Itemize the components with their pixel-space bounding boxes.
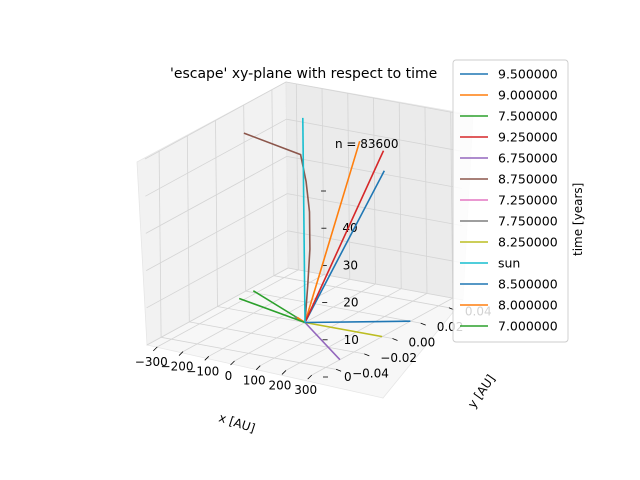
x-gridline-back (424, 107, 428, 294)
y-gridline-left (271, 89, 275, 276)
y-gridline-left (158, 151, 162, 338)
z-axis-label: time [years] (571, 183, 585, 256)
legend-label: 7.250000 (498, 193, 558, 208)
x-gridline-back (398, 102, 402, 289)
z-tick-label: 20 (343, 296, 358, 310)
legend-label: 6.750000 (498, 151, 558, 166)
y-tick-mark (335, 368, 342, 372)
legend-label: 8.750000 (498, 172, 558, 187)
z-gridline-left (144, 81, 287, 160)
x-tick-label: 200 (269, 378, 292, 392)
x-tick-label: −100 (186, 364, 219, 378)
x-tick-mark (255, 365, 261, 370)
z-gridline-back (285, 81, 462, 115)
legend-frame (452, 59, 569, 343)
grid (144, 81, 464, 376)
x-tick-label: −300 (135, 355, 168, 369)
z-gridline-back (287, 193, 463, 226)
y-gridline-left (243, 105, 247, 292)
x-gridline-back (347, 93, 351, 280)
series-line-9.000000 (304, 140, 361, 323)
x-tick-mark (153, 346, 158, 352)
legend-label: 9.500000 (498, 67, 558, 82)
series-lines (238, 117, 411, 361)
x-tick-mark (230, 360, 235, 366)
legend-label: 7.500000 (498, 109, 558, 124)
legend-label: 8.000000 (498, 298, 558, 313)
z-tick-label: 0 (344, 370, 352, 384)
series-line-7.000000 (238, 297, 306, 324)
legend-label: 7.000000 (498, 319, 558, 334)
y-gridline-floor (161, 336, 337, 370)
x-tick-label: −200 (161, 360, 194, 374)
chart-title: 'escape' xy-plane with respect to time (170, 66, 437, 82)
series-line-8.500000 (304, 320, 411, 324)
y-tick-label: −0.04 (352, 366, 389, 380)
z-gridline-left (146, 230, 288, 309)
series-line-sun (302, 117, 306, 323)
x-tick-label: 0 (225, 369, 233, 383)
x-tick-label: 100 (243, 374, 266, 388)
chart-annotation: n = 83600 (335, 137, 398, 151)
y-tick-label: 0.00 (409, 336, 436, 350)
z-tick-label: 30 (343, 258, 358, 272)
y-tick-mark (392, 338, 398, 341)
x-gridline-back (295, 83, 299, 270)
z-gridline-left (145, 118, 287, 197)
legend-label: 8.250000 (498, 235, 558, 250)
series-line-9.250000 (304, 150, 385, 323)
legend-label: 9.000000 (498, 88, 558, 103)
legend-label: 7.750000 (498, 214, 558, 229)
legend: 9.500000 9.000000 7.500000 9.250000 6.750000… (452, 59, 569, 343)
z-gridline-left (146, 267, 289, 346)
y-tick-mark (420, 322, 426, 326)
z-gridline-back (287, 267, 464, 301)
x-tick-label: 300 (294, 383, 317, 397)
z-tick-label: 10 (344, 333, 359, 347)
legend-label: sun (498, 256, 520, 271)
y-gridline-left (186, 135, 190, 322)
z-gridline-back (287, 230, 463, 264)
z-gridline-left (146, 193, 288, 271)
y-gridline-floor (245, 290, 421, 324)
y-tick-mark (364, 353, 370, 357)
x-tick-mark (307, 374, 312, 380)
x-gridline-back (450, 112, 454, 299)
y-gridline-floor (189, 321, 365, 355)
legend-label: 8.500000 (498, 277, 558, 292)
legend-label: 9.250000 (498, 130, 558, 145)
z-gridline-back (286, 118, 462, 152)
x-gridline-back (321, 88, 325, 275)
legend-items: 9.500000 9.000000 7.500000 9.250000 6.750000… (460, 67, 558, 334)
series-line-6.750000 (304, 321, 341, 361)
y-gridline-left (215, 120, 218, 307)
series-line-8.250000 (304, 321, 383, 338)
axes-panes (136, 81, 474, 399)
y-gridline-floor (273, 275, 449, 309)
back-pane (285, 81, 474, 301)
x-tick-mark (281, 370, 287, 375)
x-tick-mark (204, 356, 210, 361)
x-tick-mark (178, 351, 184, 356)
series-line-8.750000 (243, 132, 311, 323)
series-line-9.500000 (304, 170, 386, 323)
z-gridline-left (145, 156, 287, 234)
y-tick-label: −0.02 (380, 351, 417, 365)
